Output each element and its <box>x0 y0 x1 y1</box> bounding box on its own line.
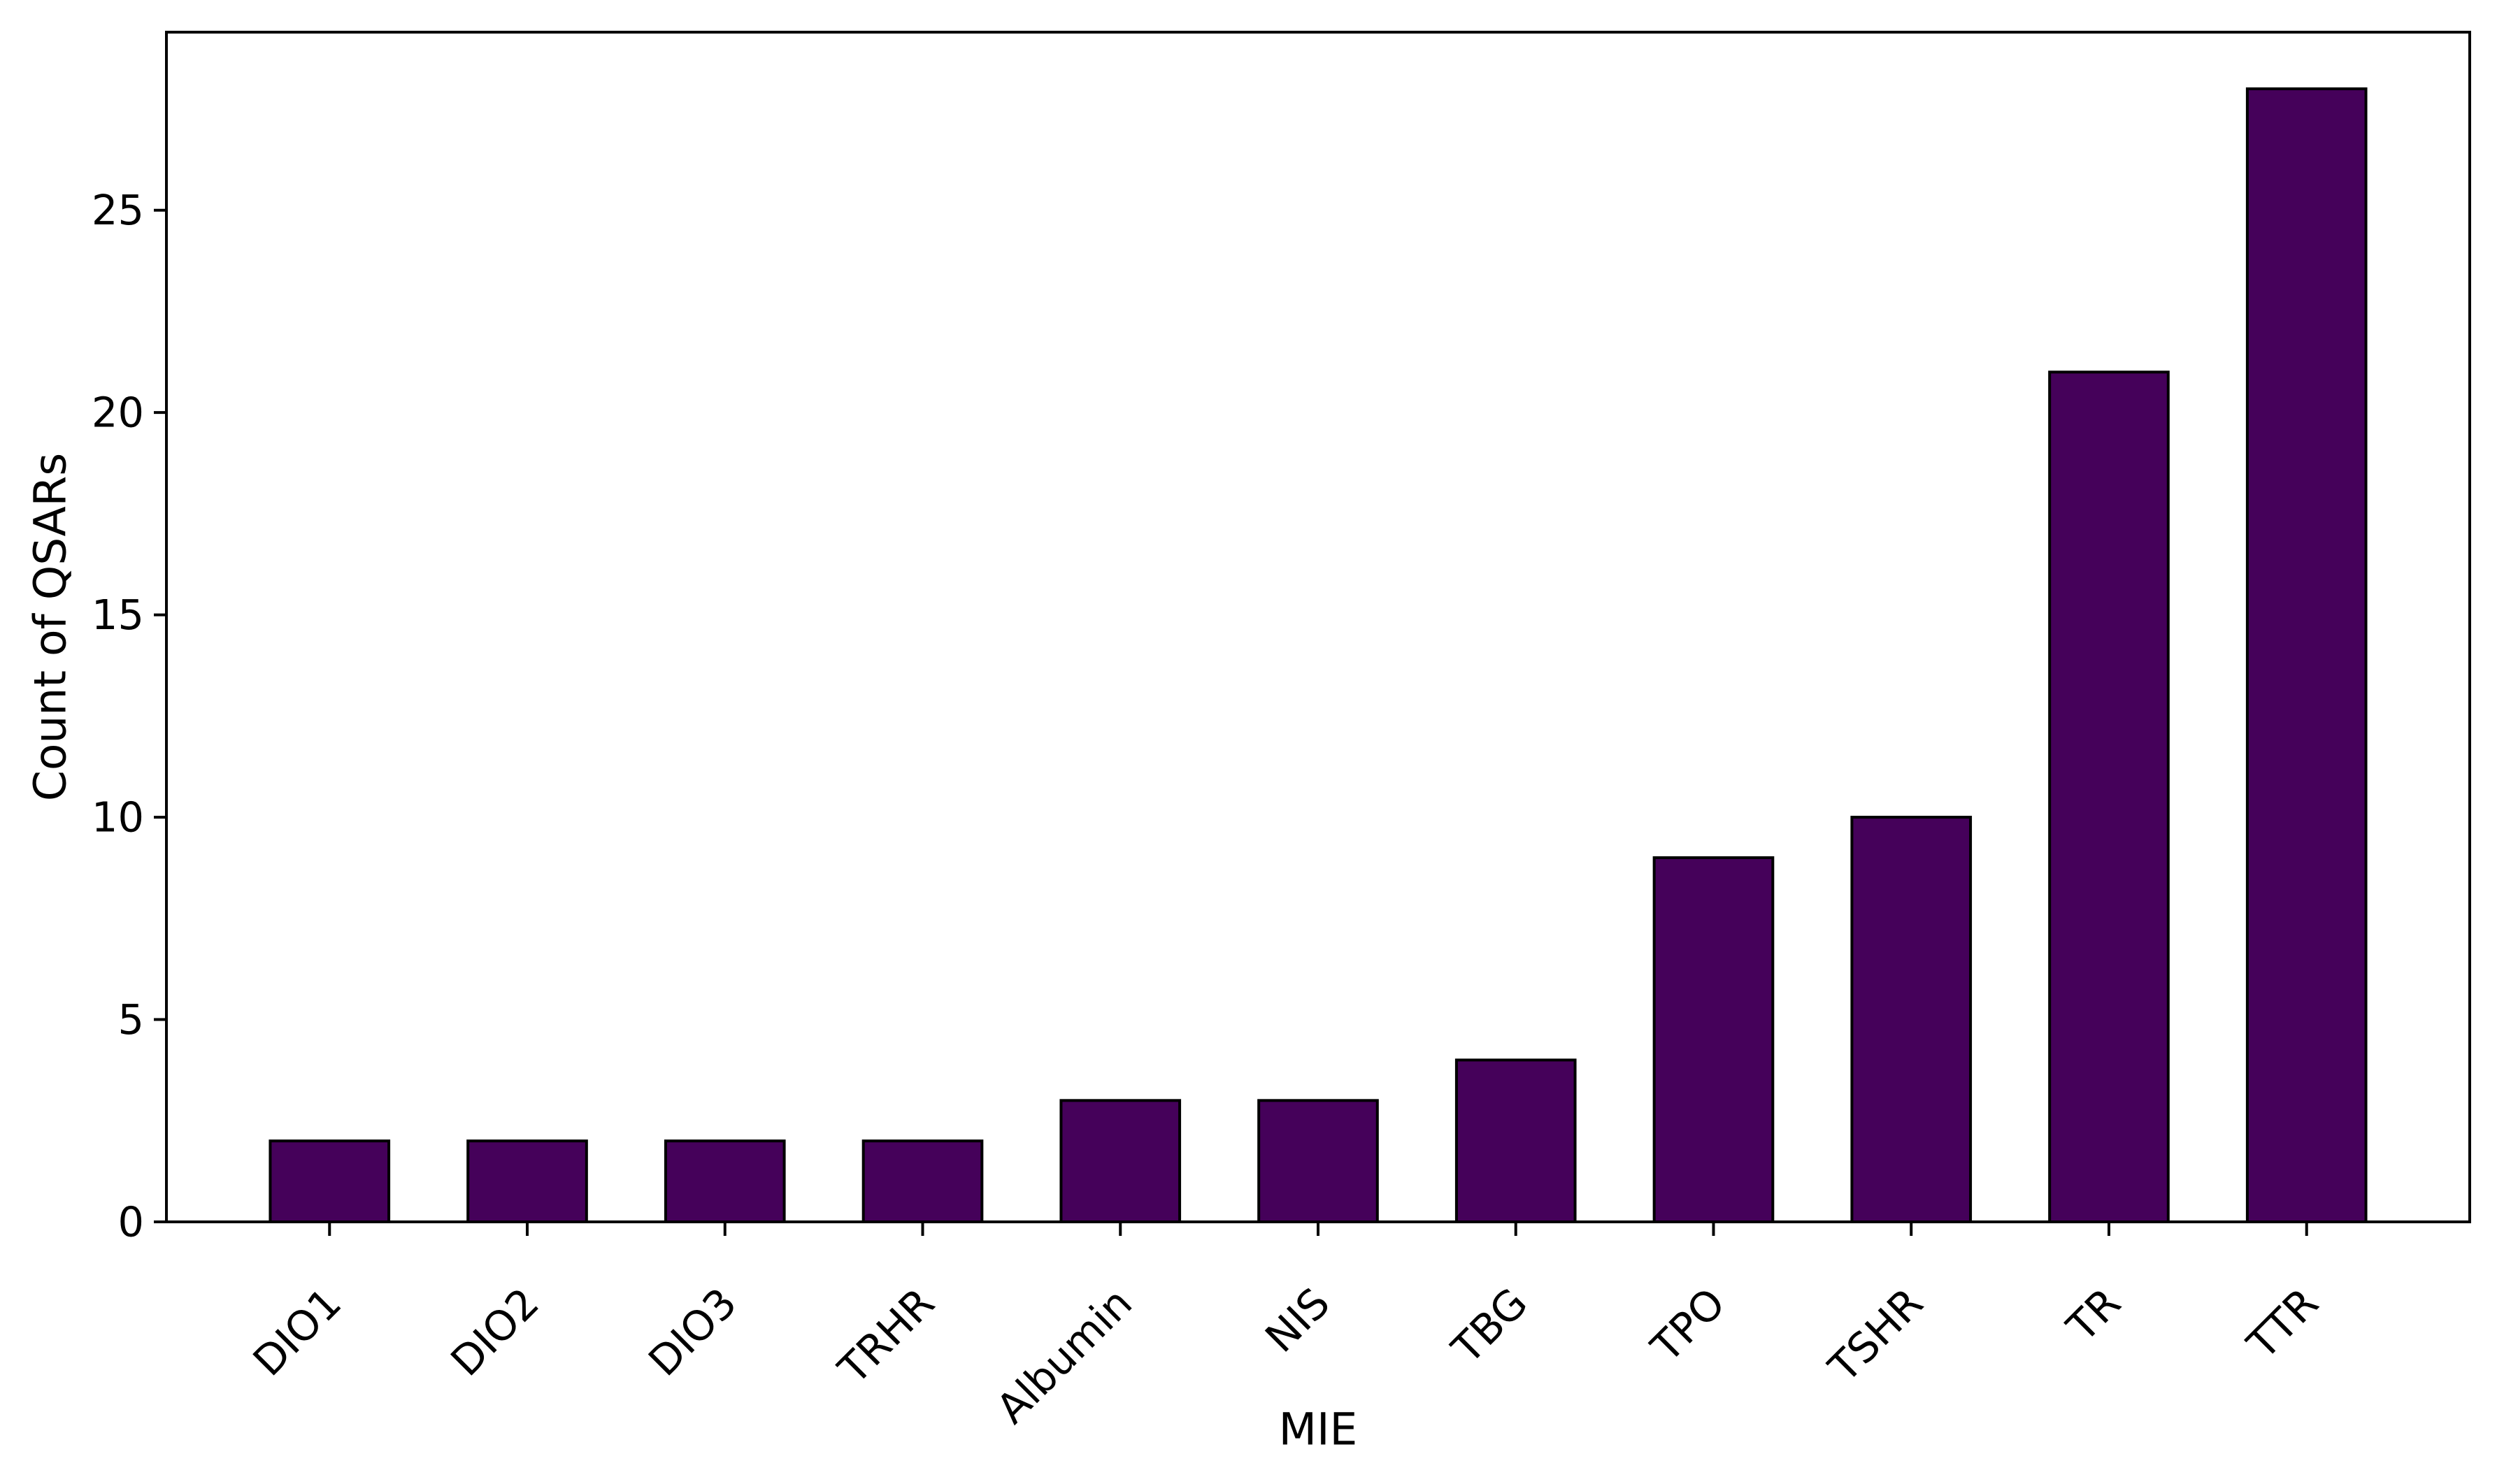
x-tick-label-DIO1: DIO1 <box>244 1278 351 1385</box>
x-tick-label-TRHR: TRHR <box>829 1278 943 1393</box>
bars-group <box>269 87 2368 1224</box>
x-axis: DIO1 DIO2 DIO3 TRHR Albumin NIS TBG TPO TSHR TR TT… <box>244 1222 2328 1433</box>
bar-TSHR <box>1850 816 1973 1223</box>
y-tick-label-0: 0 <box>117 1198 144 1246</box>
x-tick-label-DIO3: DIO3 <box>639 1278 746 1385</box>
x-tick-label-Albumin: Albumin <box>987 1278 1142 1433</box>
y-axis-title: Count of QSARs <box>25 453 76 801</box>
y-tick-label-15: 15 <box>92 591 144 639</box>
y-axis: 0 5 10 15 20 25 <box>92 186 166 1246</box>
bar-TR <box>2048 370 2170 1223</box>
y-tick-label-25: 25 <box>92 186 144 234</box>
bar-TPO <box>1652 856 1775 1223</box>
x-tick-label-DIO2: DIO2 <box>441 1278 548 1385</box>
x-tick-label-TBG: TBG <box>1442 1278 1536 1373</box>
x-axis-title: MIE <box>1279 1404 1358 1455</box>
y-tick-label-20: 20 <box>92 389 144 437</box>
y-tick-label-10: 10 <box>92 793 144 842</box>
bar-TTR <box>2245 87 2368 1224</box>
bar-Albumin <box>1059 1099 1182 1223</box>
x-tick-label-TR: TR <box>2057 1278 2130 1351</box>
x-tick-label-TTR: TTR <box>2238 1278 2328 1369</box>
bar-TRHR <box>861 1139 984 1223</box>
bar-TBG <box>1454 1058 1577 1224</box>
x-tick-label-TPO: TPO <box>1641 1278 1734 1371</box>
bar-DIO3 <box>664 1139 786 1223</box>
x-tick-label-NIS: NIS <box>1256 1278 1339 1362</box>
bar-NIS <box>1257 1099 1379 1223</box>
bar-DIO1 <box>269 1139 391 1223</box>
bar-DIO2 <box>466 1139 588 1223</box>
x-tick-label-TSHR: TSHR <box>1819 1278 1932 1392</box>
y-tick-label-5: 5 <box>117 995 144 1044</box>
